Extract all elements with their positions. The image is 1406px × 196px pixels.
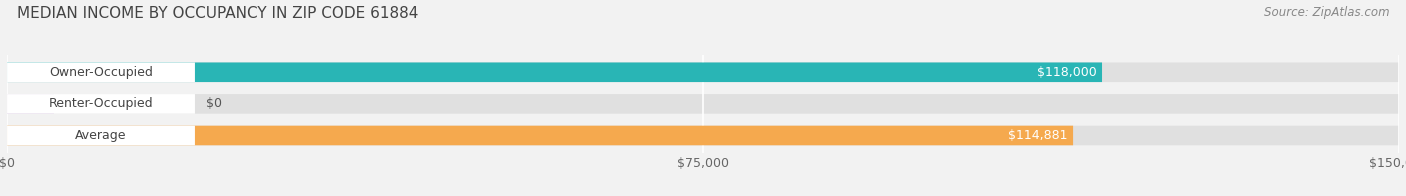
Text: $0: $0 xyxy=(207,97,222,110)
FancyBboxPatch shape xyxy=(7,94,53,114)
FancyBboxPatch shape xyxy=(7,63,1399,82)
Text: Owner-Occupied: Owner-Occupied xyxy=(49,66,153,79)
Text: MEDIAN INCOME BY OCCUPANCY IN ZIP CODE 61884: MEDIAN INCOME BY OCCUPANCY IN ZIP CODE 6… xyxy=(17,6,418,21)
FancyBboxPatch shape xyxy=(7,126,1073,145)
FancyBboxPatch shape xyxy=(7,126,195,145)
FancyBboxPatch shape xyxy=(7,126,1399,145)
Text: Renter-Occupied: Renter-Occupied xyxy=(49,97,153,110)
Text: $114,881: $114,881 xyxy=(1008,129,1067,142)
FancyBboxPatch shape xyxy=(7,63,1102,82)
Text: $118,000: $118,000 xyxy=(1036,66,1097,79)
Text: Average: Average xyxy=(76,129,127,142)
FancyBboxPatch shape xyxy=(7,94,195,114)
FancyBboxPatch shape xyxy=(7,63,195,82)
Text: Source: ZipAtlas.com: Source: ZipAtlas.com xyxy=(1264,6,1389,19)
FancyBboxPatch shape xyxy=(7,94,1399,114)
